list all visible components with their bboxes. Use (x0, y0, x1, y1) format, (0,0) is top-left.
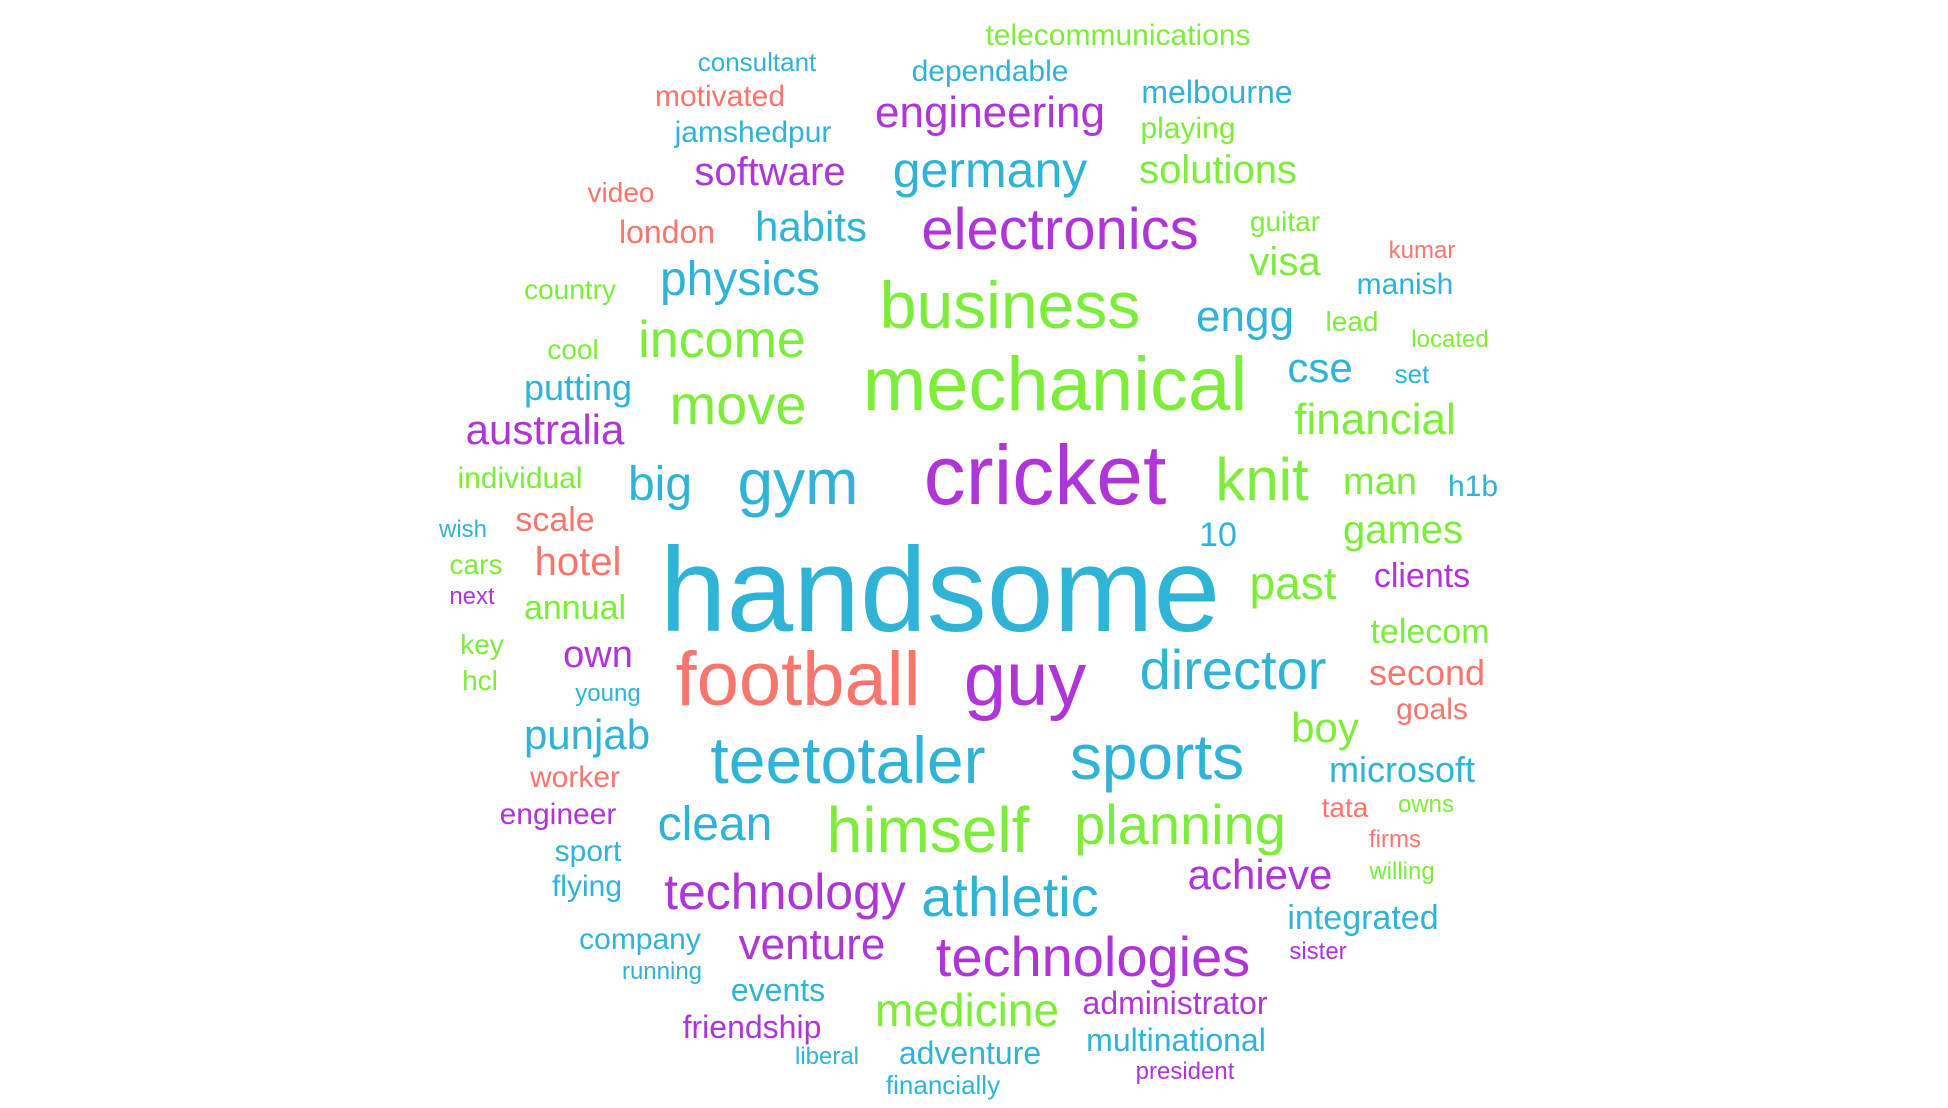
word-motivated: motivated (654, 80, 786, 113)
word-venture: venture (738, 920, 886, 969)
word-habits: habits (754, 203, 868, 250)
word-melbourne: melbourne (1141, 74, 1293, 110)
word-h1b: h1b (1447, 470, 1499, 503)
word-engg: engg (1196, 292, 1294, 341)
word-teetotaler: teetotaler (710, 723, 986, 797)
word-located: located (1411, 326, 1489, 353)
word-friendship: friendship (682, 1009, 822, 1045)
word-president: president (1135, 1058, 1235, 1085)
word-income: income (638, 311, 806, 369)
word-cse: cse (1287, 344, 1353, 391)
word-cool: cool (547, 334, 599, 365)
word-telecom: telecom (1370, 613, 1490, 651)
word-kumar: kumar (1388, 237, 1456, 264)
word-jamshedpur: jamshedpur (674, 116, 832, 149)
word-football: football (675, 637, 921, 722)
word-set: set (1394, 359, 1430, 389)
word-games: games (1342, 508, 1464, 552)
word-individual: individual (457, 462, 583, 495)
word-planning: planning (1074, 793, 1286, 856)
word-software: software (694, 150, 846, 194)
word-business: business (879, 268, 1141, 342)
word-key: key (460, 629, 504, 660)
word-administrator: administrator (1082, 985, 1268, 1021)
word-past: past (1249, 557, 1337, 609)
word-medicine: medicine (874, 984, 1060, 1036)
word-technology: technology (664, 864, 906, 920)
word-visa: visa (1249, 240, 1321, 284)
word-clean: clean (657, 798, 773, 851)
word-physics: physics (659, 253, 821, 306)
word-tata: tata (1321, 792, 1369, 823)
word-handsome: handsome (659, 523, 1221, 657)
word-cricket: cricket (923, 428, 1167, 522)
word-sister: sister (1289, 938, 1347, 965)
word-microsoft: microsoft (1328, 749, 1476, 790)
word-telecommunications: telecommunications (985, 19, 1251, 52)
word-scale: scale (515, 501, 595, 539)
word-athletic: athletic (921, 865, 1099, 928)
word-second: second (1368, 652, 1486, 693)
word-consultant: consultant (697, 47, 817, 77)
word-playing: playing (1140, 112, 1236, 145)
word-clients: clients (1373, 557, 1471, 595)
word-running: running (621, 958, 703, 985)
word-big: big (627, 458, 693, 511)
word-boy: boy (1291, 704, 1359, 751)
word-adventure: adventure (898, 1035, 1042, 1071)
word-video: video (587, 177, 655, 208)
word-young: young (575, 680, 641, 707)
word-sport: sport (554, 835, 622, 868)
word-australia: australia (465, 406, 625, 453)
word-achieve: achieve (1187, 851, 1333, 898)
word-wish: wish (438, 516, 488, 543)
word-firms: firms (1369, 826, 1421, 853)
word-hotel: hotel (534, 540, 622, 584)
word-guitar: guitar (1249, 206, 1321, 237)
word-punjab: punjab (523, 711, 651, 758)
word-country: country (524, 274, 616, 305)
word-annual: annual (523, 589, 627, 627)
word-solutions: solutions (1139, 148, 1297, 192)
word-electronics: electronics (921, 197, 1199, 262)
word-london: london (618, 214, 716, 250)
word-move: move (669, 373, 807, 436)
word-putting: putting (523, 367, 633, 408)
word-manish: manish (1356, 268, 1454, 301)
word-cars: cars (449, 549, 503, 580)
word-company: company (579, 923, 701, 956)
word-own: own (563, 634, 633, 676)
word-mechanical: mechanical (862, 342, 1248, 427)
word-willing: willing (1369, 858, 1435, 885)
word-germany: germany (892, 142, 1088, 198)
word-10: 10 (1199, 516, 1237, 554)
word-financially: financially (885, 1070, 1001, 1100)
word-financial: financial (1294, 395, 1456, 444)
word-worker: worker (529, 761, 621, 794)
word-goals: goals (1396, 693, 1468, 726)
word-technologies: technologies (935, 925, 1251, 988)
word-hcl: hcl (462, 665, 498, 696)
word-integrated: integrated (1287, 899, 1439, 937)
word-sports: sports (1069, 721, 1245, 793)
word-guy: guy (963, 637, 1087, 722)
word-next: next (449, 583, 495, 610)
word-engineer: engineer (499, 798, 617, 831)
word-knit: knit (1215, 446, 1309, 513)
word-events: events (730, 972, 826, 1008)
word-man: man (1343, 461, 1417, 503)
word-engineering: engineering (875, 88, 1105, 137)
word-multinational: multinational (1086, 1022, 1266, 1058)
word-owns: owns (1397, 791, 1455, 818)
word-himself: himself (826, 794, 1030, 866)
word-flying: flying (551, 870, 623, 903)
word-gym: gym (737, 446, 859, 518)
word-liberal: liberal (794, 1043, 860, 1070)
word-director: director (1139, 638, 1327, 701)
word-dependable: dependable (911, 55, 1069, 88)
word-lead: lead (1325, 306, 1379, 337)
